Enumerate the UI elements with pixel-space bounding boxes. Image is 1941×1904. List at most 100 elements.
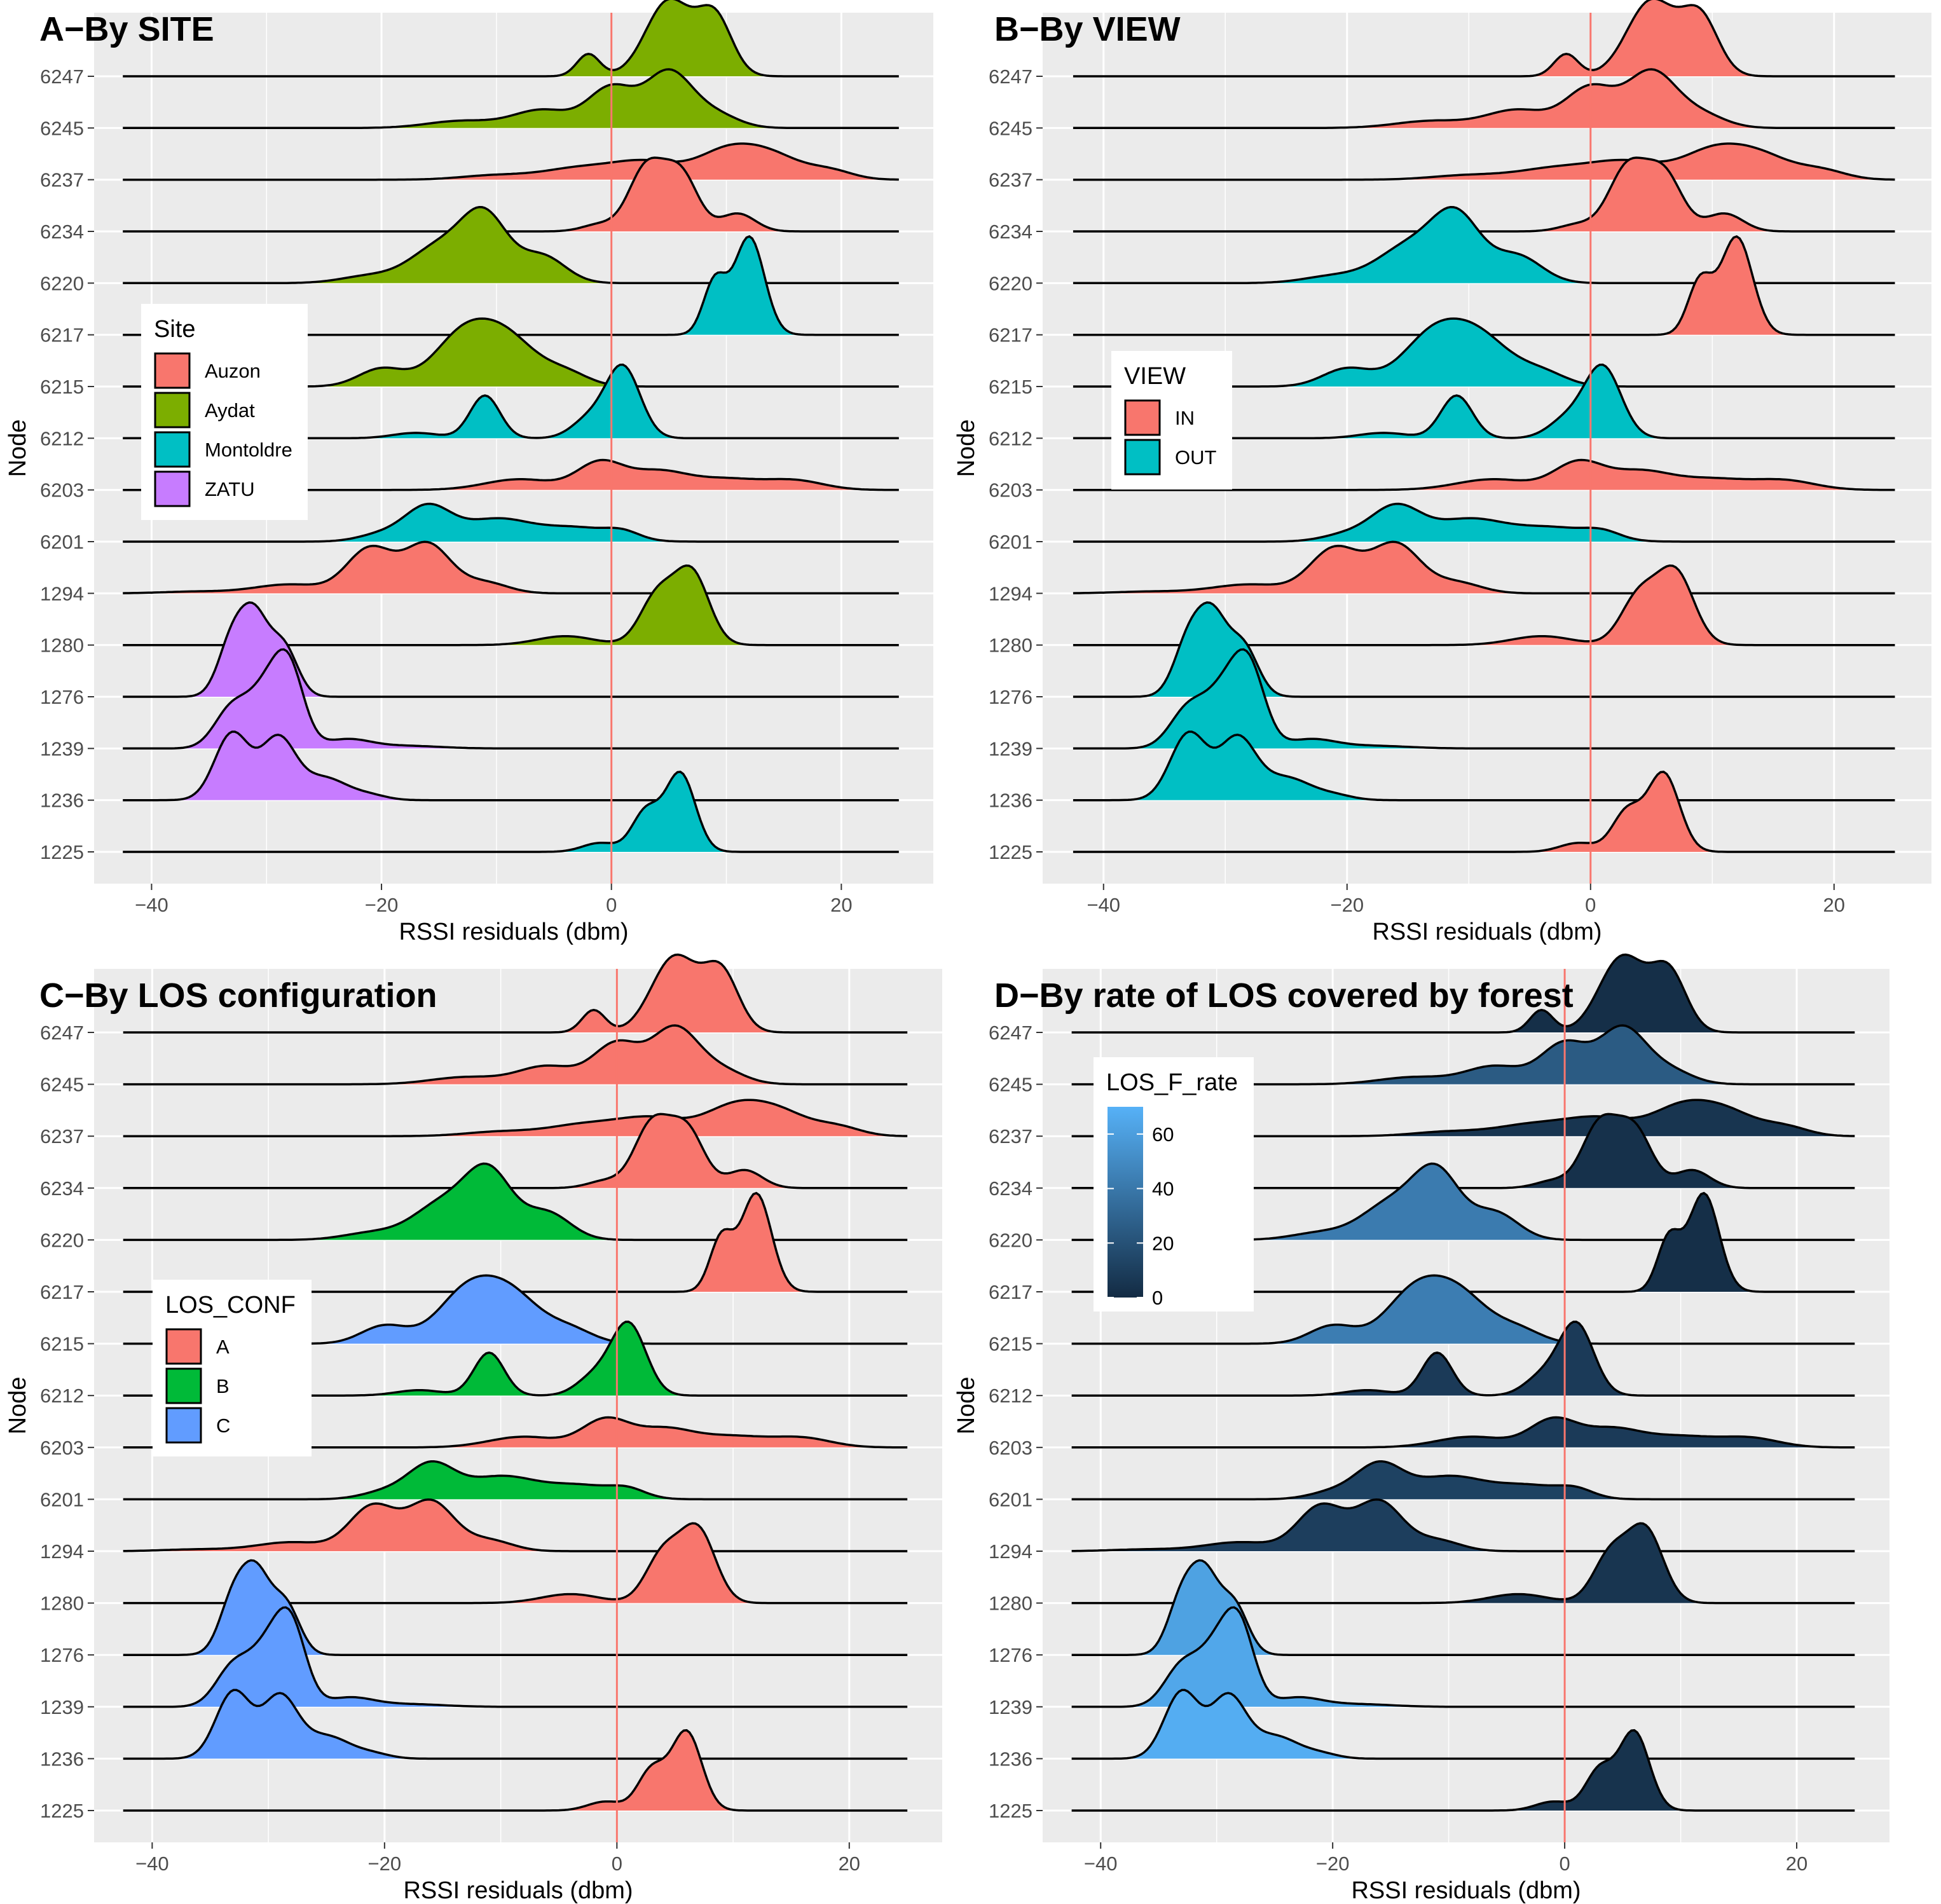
x-tick-label: 20: [1823, 894, 1845, 916]
y-tick-label: 1280: [40, 1592, 84, 1615]
legend-key: [154, 392, 191, 428]
y-tick-label: 6217: [40, 324, 84, 346]
ridge-line-1225: [123, 1729, 908, 1812]
ridge-line-6245: [123, 1024, 908, 1086]
ridge-fill-1276: [1071, 1560, 1855, 1655]
ridge-line-6201: [1071, 1460, 1855, 1501]
ridge-line-6203: [1071, 1416, 1855, 1449]
ridge-line-1236: [123, 1688, 908, 1760]
ridge-fill-6217: [1071, 1193, 1855, 1292]
y-tick-label: 1276: [989, 686, 1032, 708]
colorbar: [1108, 1107, 1143, 1298]
legend-label: A: [216, 1336, 230, 1358]
y-tick-label: 6201: [989, 531, 1032, 553]
ridge-fill-6237: [123, 1100, 908, 1137]
ridge-line-6247: [1073, 0, 1895, 78]
y-tick-label: 6217: [989, 324, 1032, 346]
ridge-fill-1239: [1073, 649, 1895, 749]
ridge-fill-6237: [1073, 143, 1895, 180]
legend-key: [154, 431, 191, 468]
y-tick-label: 6212: [989, 427, 1032, 449]
y-tick-label: 6215: [989, 376, 1032, 398]
ridge-line-6220: [1073, 205, 1895, 285]
y-tick-label: 6217: [989, 1281, 1032, 1303]
y-tick-label: 1239: [40, 1696, 84, 1718]
y-tick-label: 6201: [40, 531, 84, 553]
legend-key: [1124, 439, 1161, 476]
y-tick-label: 6203: [40, 1437, 84, 1459]
x-tick-label: 0: [606, 894, 617, 916]
y-tick-label: 1280: [989, 1592, 1032, 1615]
x-tick-label: 20: [830, 894, 852, 916]
legend: VIEW IN OUT: [1111, 351, 1232, 490]
y-axis-label: Node: [4, 420, 31, 477]
x-tick-label: −20: [1316, 1853, 1350, 1875]
ridges: [1071, 953, 1855, 1812]
ridge-fill-6247: [1071, 954, 1855, 1032]
y-tick-label: 1280: [989, 634, 1032, 657]
legend-title: VIEW: [1124, 363, 1186, 390]
ridge-fill-6215: [1073, 318, 1895, 387]
ridge-fill-6245: [123, 1025, 908, 1085]
y-tick-label: 6247: [989, 65, 1032, 88]
ridge-line-1294: [1073, 540, 1895, 595]
ridge-fill-6245: [123, 69, 899, 128]
ridge-fill-6201: [123, 503, 899, 542]
ridge-fill-6234: [1071, 1114, 1855, 1188]
y-tick-label: 1276: [40, 1644, 84, 1666]
y-tick-label: 6212: [40, 1385, 84, 1407]
x-axis-label: RSSI residuals (dbm): [1372, 919, 1601, 945]
ridge-fill-6245: [1071, 1025, 1855, 1085]
y-tick-label: 6237: [989, 1125, 1032, 1147]
x-tick-label: −20: [1330, 894, 1364, 916]
ridge-fill-6217: [123, 236, 899, 335]
y-tick-label: 6217: [40, 1281, 84, 1303]
ridge-line-1239: [123, 1606, 908, 1708]
y-tick-label: 1225: [989, 841, 1032, 863]
x-tick-label: 0: [1585, 894, 1596, 916]
legend: LOS_F_rate 60 40 20 0: [1094, 1057, 1254, 1312]
y-tick-label: 6203: [989, 1437, 1032, 1459]
ridge-fill-1280: [1073, 565, 1895, 645]
y-tick-label: 1236: [40, 1748, 84, 1770]
y-tick-label: 1225: [989, 1800, 1032, 1822]
colorbar-tick-label: 0: [1152, 1287, 1163, 1309]
ridge-fill-6220: [1071, 1163, 1855, 1240]
legend-key: [154, 352, 191, 389]
ridge-line-1276: [1073, 601, 1895, 698]
x-tick-label: −40: [135, 1853, 169, 1875]
ridge-line-6215: [1071, 1274, 1855, 1345]
ridge-fill-1236: [123, 1690, 908, 1759]
y-tick-label: 1239: [40, 737, 84, 760]
y-tick-label: 6245: [989, 117, 1032, 139]
y-tick-label: 1236: [40, 790, 84, 812]
y-tick-label: 1294: [989, 582, 1032, 605]
ridge-fill-6201: [1071, 1461, 1855, 1500]
ridge-fill-6203: [123, 460, 899, 490]
y-tick-label: 6245: [40, 1074, 84, 1096]
y-tick-label: 6220: [40, 272, 84, 294]
ridge-fill-6217: [1073, 236, 1895, 335]
legend-label: Montoldre: [205, 439, 292, 461]
ridge-line-6237: [123, 142, 899, 181]
ridge-fill-1239: [123, 649, 899, 749]
y-tick-label: 1276: [989, 1644, 1032, 1666]
ridge-line-1294: [1071, 1498, 1855, 1552]
ridge-fill-6220: [123, 207, 899, 284]
y-tick-label: 6201: [40, 1488, 84, 1510]
y-tick-label: 6220: [989, 1229, 1032, 1251]
ridge-line-6203: [1073, 458, 1895, 491]
ridge-line-1236: [1073, 730, 1895, 802]
ridge-line-6220: [123, 205, 899, 285]
y-tick-label: 6237: [40, 169, 84, 191]
x-tick-label: −40: [1084, 1853, 1118, 1875]
ridge-line-6237: [1073, 142, 1895, 181]
ridge-line-1239: [1073, 648, 1895, 750]
ridge-fill-6203: [123, 1417, 908, 1448]
x-tick-label: −20: [368, 1853, 402, 1875]
legend-label: IN: [1175, 407, 1195, 429]
panel-b: 6247 6245 6237 6234 6220 6217 6215 6212 6203 6201…: [953, 0, 1931, 945]
panel-c: 6247 6245 6237 6234 6220 6217 6215 6212 6203 6201…: [4, 953, 942, 1904]
y-tick-label: 1236: [989, 790, 1032, 812]
y-tick-label: 1294: [40, 1540, 84, 1563]
